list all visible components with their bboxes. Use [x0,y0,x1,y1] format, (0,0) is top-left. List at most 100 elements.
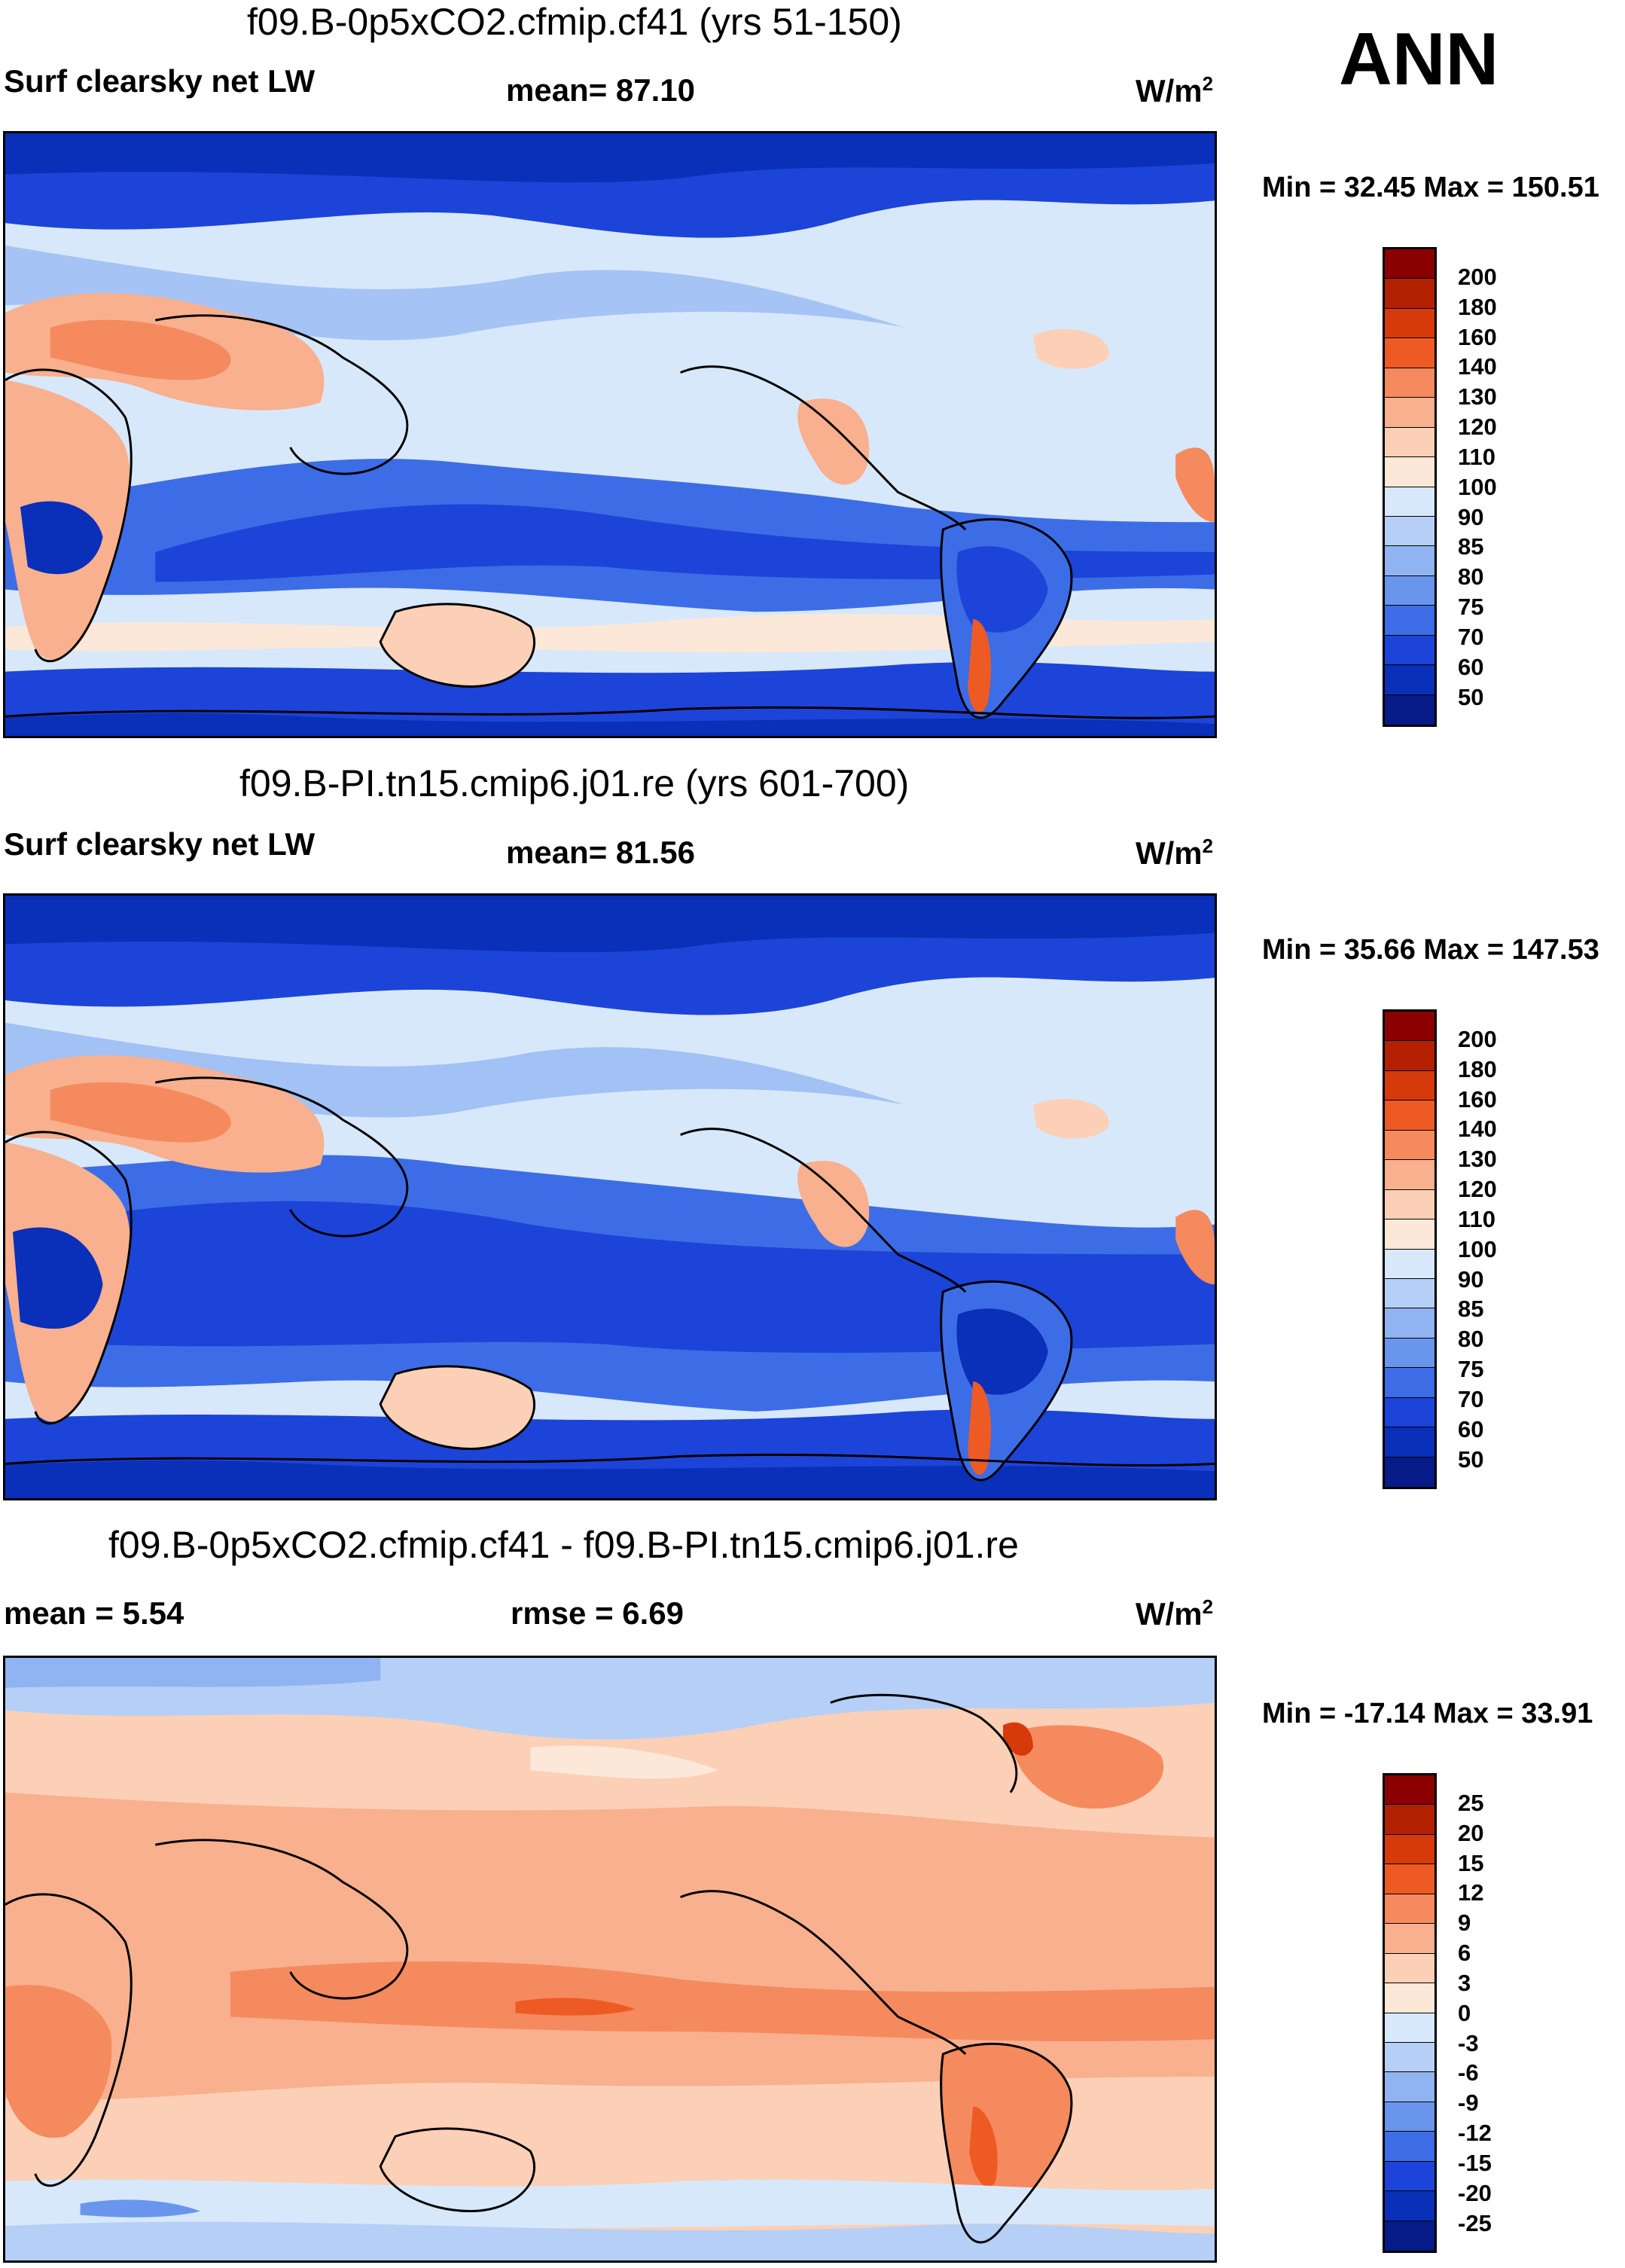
colorbar-box [1385,606,1434,636]
colorbar-box [1385,1249,1434,1279]
variable-label: Surf clearsky net LW [4,63,316,99]
n-atlantic-warm [1032,328,1109,369]
colorbar-tick-label: 110 [1458,444,1496,470]
colorbar-tick-label: 20 [1458,1820,1484,1846]
colorbar-box [1385,546,1434,576]
min-max-label: Min = 32.45 Max = 150.51 [1262,172,1599,203]
units-label: W/m2 [1136,72,1214,108]
colorbar-box [1385,1070,1434,1101]
colorbar-tick-label: -25 [1458,2210,1492,2236]
colorbar-tick-label: 9 [1458,1909,1471,1936]
map-svg [5,1658,1215,2260]
w-africa-edge [1175,447,1215,523]
arctic-core [5,896,1215,953]
na-southwest-warm [797,1161,870,1247]
southern-ocean-min [80,2199,201,2218]
colorbar-tick-label: 70 [1458,1386,1484,1412]
colorbar-tick-label: 90 [1458,504,1484,530]
tropics-core [80,1201,1215,1353]
colorbar-box [1385,457,1434,487]
colorbar-tick-label: 75 [1458,1356,1484,1382]
map-plot [3,1656,1217,2263]
season-label: ANN [1339,17,1499,100]
colorbar-box [1385,1130,1434,1161]
colorbar-tick-label: 75 [1458,594,1484,620]
colorbar-box [1385,1338,1434,1369]
colorbar-box [1385,1308,1434,1339]
colorbar-box [1385,2042,1434,2073]
colorbar-tick-label: 180 [1458,294,1497,320]
antarctic-coast [5,1409,1215,1472]
colorbar-box [1385,308,1434,339]
colorbar-tick-label: 120 [1458,414,1497,440]
colorbar-tick-label: 160 [1458,324,1497,350]
sahara-core [50,1082,231,1143]
sh-warm-band [5,614,1215,652]
colorbar-tick-label: -3 [1458,2030,1479,2056]
colorbar-tick-label: 200 [1458,1026,1497,1052]
colorbar-box [1385,1160,1434,1190]
colorbar-tick-label: 25 [1458,1790,1484,1816]
colorbar-box [1385,1953,1434,1984]
colorbar-box [1385,1100,1434,1131]
southern-ocean-negative [5,2179,1215,2229]
colorbar-box [1385,2013,1434,2043]
colorbar-box [1385,1427,1434,1458]
colorbar-box [1385,2072,1434,2102]
colorbar-tick-label: -12 [1458,2120,1492,2146]
colorbar-tick-label: 200 [1458,264,1497,290]
panel-title: f09.B-0p5xCO2.cfmip.cf41 - f09.B-PI.tn15… [108,1524,1019,1566]
africa-positive [5,1985,112,2138]
colorbar-box [1385,635,1434,666]
map-svg [5,896,1215,1498]
colorbar-tick-label: -9 [1458,2089,1479,2116]
min-max-label: Min = 35.66 Max = 147.53 [1262,934,1599,966]
colorbar-box [1385,368,1434,398]
units-label: W/m2 [1136,835,1214,871]
colorbar-tick-label: 80 [1458,1326,1484,1352]
colorbar-tick-label: 110 [1458,1206,1496,1232]
colorbar-box [1385,487,1434,517]
units-label: W/m2 [1136,1595,1214,1632]
w-africa-edge [1175,1210,1215,1285]
colorbar-box [1385,338,1434,368]
colorbar-tick-label: 85 [1458,533,1484,560]
australia-field [380,1366,535,1449]
colorbar-box [1385,2221,1434,2251]
colorbar-box [1385,1834,1434,1865]
colorbar-box [1385,1368,1434,1398]
colorbar-box [1385,1397,1434,1428]
variable-label: Surf clearsky net LW [4,826,316,862]
colorbar-tick-label: 50 [1458,1446,1484,1473]
colorbar-box [1385,1219,1434,1250]
n-atlantic-warm [1032,1098,1109,1139]
colorbar-box [1385,1924,1434,1954]
arctic-core [5,133,1215,183]
na-southwest-warm [797,398,870,485]
colorbar-tick-label: 140 [1458,1116,1497,1142]
andes-warm [968,1381,992,1476]
congo-field [12,1227,103,1329]
colorbar-tick-label: 180 [1458,1056,1497,1082]
labrador-max [1003,1722,1033,1756]
australia-field [380,603,535,687]
colorbar-tick-label: -6 [1458,2059,1479,2086]
colorbar-tick-label: -15 [1458,2150,1492,2176]
colorbar-tick-label: 0 [1458,2000,1471,2026]
mean-label: mean = 5.54 [4,1595,184,1631]
colorbar-box [1385,279,1434,309]
colorbar-tick-label: 80 [1458,563,1484,590]
colorbar-tick-label: 160 [1458,1086,1497,1113]
colorbar-box [1385,1983,1434,2013]
n-pacific-neutral [530,1745,718,1779]
colorbar-box [1385,1775,1434,1806]
colorbar-box [1385,1457,1434,1487]
pacific-max [515,1998,636,2016]
map-plot [3,131,1217,738]
tropics-positive-core [230,1961,1215,2041]
colorbar-box [1385,1012,1434,1042]
map-plot [3,893,1217,1500]
andes-warm [968,619,992,713]
congo-field [20,501,103,575]
sahara-core [50,319,231,380]
